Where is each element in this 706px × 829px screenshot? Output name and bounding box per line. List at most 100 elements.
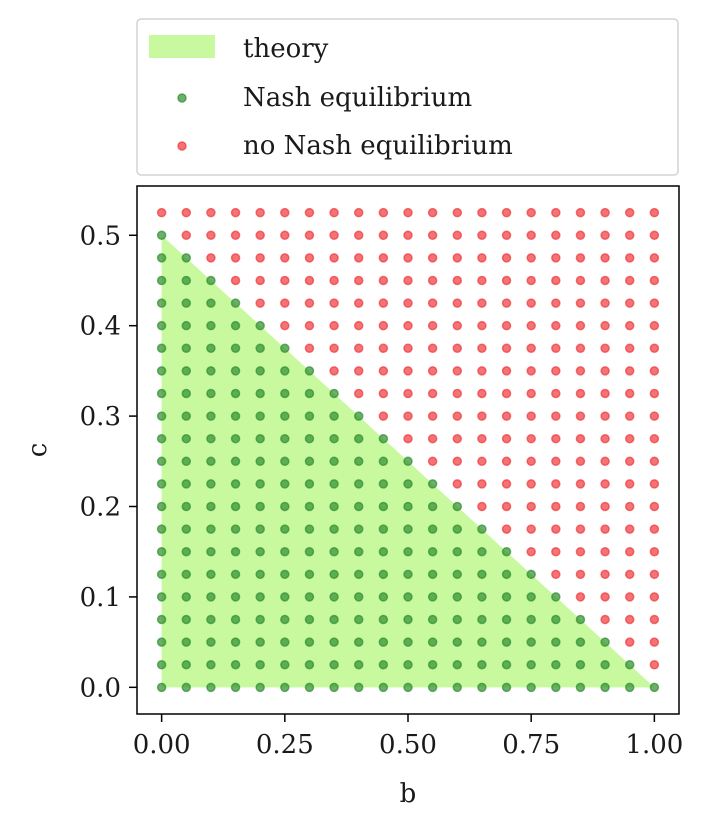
y-axis: 0.0 0.1 0.2 0.3 0.4 0.5 bbox=[80, 221, 137, 703]
point-nash-equilibrium bbox=[575, 659, 586, 670]
point-nash-equilibrium bbox=[329, 479, 339, 489]
point-nash-equilibrium bbox=[477, 682, 487, 693]
point-no-nash-equilibrium bbox=[378, 343, 389, 354]
point-nash-equilibrium bbox=[280, 479, 290, 489]
point-no-nash-equilibrium bbox=[304, 343, 315, 354]
point-nash-equilibrium bbox=[230, 546, 241, 557]
point-nash-equilibrium bbox=[427, 592, 438, 602]
point-no-nash-equilibrium bbox=[600, 546, 610, 557]
point-no-nash-equilibrium bbox=[181, 230, 192, 241]
point-nash-equilibrium bbox=[378, 637, 389, 647]
point-nash-equilibrium bbox=[378, 614, 389, 625]
point-nash-equilibrium bbox=[181, 524, 192, 534]
point-no-nash-equilibrium bbox=[206, 207, 216, 218]
point-nash-equilibrium bbox=[329, 456, 339, 467]
point-nash-equilibrium bbox=[255, 343, 265, 354]
point-nash-equilibrium bbox=[329, 433, 339, 444]
point-no-nash-equilibrium bbox=[551, 546, 561, 557]
point-no-nash-equilibrium bbox=[575, 388, 586, 399]
point-no-nash-equilibrium bbox=[452, 230, 463, 241]
point-nash-equilibrium bbox=[156, 501, 167, 512]
point-no-nash-equilibrium bbox=[452, 298, 463, 308]
point-nash-equilibrium bbox=[206, 569, 216, 580]
point-nash-equilibrium bbox=[181, 320, 192, 331]
point-nash-equilibrium bbox=[181, 275, 192, 286]
point-nash-equilibrium bbox=[230, 388, 241, 399]
point-nash-equilibrium bbox=[230, 501, 241, 512]
point-nash-equilibrium bbox=[181, 366, 192, 376]
point-nash-equilibrium bbox=[477, 546, 487, 557]
point-nash-equilibrium bbox=[181, 433, 192, 444]
point-nash-equilibrium bbox=[255, 388, 265, 399]
legend-frame bbox=[136, 18, 679, 176]
point-nash-equilibrium bbox=[206, 275, 216, 286]
point-nash-equilibrium bbox=[452, 569, 463, 580]
point-nash-equilibrium bbox=[181, 411, 192, 421]
point-nash-equilibrium bbox=[206, 479, 216, 489]
point-no-nash-equilibrium bbox=[477, 253, 487, 263]
y-tick-label: 0.3 bbox=[80, 402, 121, 432]
point-no-nash-equilibrium bbox=[477, 388, 487, 399]
point-no-nash-equilibrium bbox=[329, 343, 339, 354]
point-no-nash-equilibrium bbox=[353, 366, 364, 376]
point-nash-equilibrium bbox=[280, 637, 290, 647]
point-no-nash-equilibrium bbox=[403, 207, 413, 218]
point-nash-equilibrium bbox=[477, 524, 487, 534]
point-no-nash-equilibrium bbox=[378, 253, 389, 263]
point-no-nash-equilibrium bbox=[600, 411, 610, 421]
point-no-nash-equilibrium bbox=[230, 230, 241, 241]
point-nash-equilibrium bbox=[255, 456, 265, 467]
point-nash-equilibrium bbox=[206, 546, 216, 557]
point-no-nash-equilibrium bbox=[649, 207, 660, 218]
point-nash-equilibrium bbox=[501, 569, 512, 580]
point-no-nash-equilibrium bbox=[452, 343, 463, 354]
point-no-nash-equilibrium bbox=[526, 366, 536, 376]
point-no-nash-equilibrium bbox=[353, 275, 364, 286]
point-no-nash-equilibrium bbox=[649, 456, 660, 467]
x-tick-label: 0.00 bbox=[133, 730, 191, 760]
point-no-nash-equilibrium bbox=[526, 388, 536, 399]
point-nash-equilibrium bbox=[378, 546, 389, 557]
point-nash-equilibrium bbox=[501, 682, 512, 693]
point-nash-equilibrium bbox=[304, 433, 315, 444]
x-tick-label: 0.25 bbox=[256, 730, 314, 760]
point-nash-equilibrium bbox=[403, 614, 413, 625]
point-nash-equilibrium bbox=[206, 388, 216, 399]
point-no-nash-equilibrium bbox=[649, 411, 660, 421]
point-nash-equilibrium bbox=[255, 479, 265, 489]
point-nash-equilibrium bbox=[206, 366, 216, 376]
point-nash-equilibrium bbox=[280, 546, 290, 557]
point-nash-equilibrium bbox=[427, 501, 438, 512]
x-axis: 0.00 0.25 0.50 0.75 1.00 bbox=[133, 714, 683, 760]
point-nash-equilibrium bbox=[255, 592, 265, 602]
point-nash-equilibrium bbox=[378, 479, 389, 489]
y-tick-label: 0.0 bbox=[80, 673, 121, 703]
point-no-nash-equilibrium bbox=[304, 207, 315, 218]
point-nash-equilibrium bbox=[181, 569, 192, 580]
point-no-nash-equilibrium bbox=[329, 298, 339, 308]
point-no-nash-equilibrium bbox=[575, 524, 586, 534]
point-nash-equilibrium bbox=[353, 456, 364, 467]
point-no-nash-equilibrium bbox=[403, 411, 413, 421]
point-no-nash-equilibrium bbox=[575, 592, 586, 602]
point-no-nash-equilibrium bbox=[477, 298, 487, 308]
point-nash-equilibrium bbox=[230, 569, 241, 580]
point-nash-equilibrium bbox=[280, 659, 290, 670]
point-no-nash-equilibrium bbox=[575, 207, 586, 218]
point-no-nash-equilibrium bbox=[280, 253, 290, 263]
point-nash-equilibrium bbox=[427, 569, 438, 580]
point-no-nash-equilibrium bbox=[526, 524, 536, 534]
point-no-nash-equilibrium bbox=[353, 388, 364, 399]
point-no-nash-equilibrium bbox=[206, 230, 216, 241]
point-nash-equilibrium bbox=[526, 637, 536, 647]
point-nash-equilibrium bbox=[477, 637, 487, 647]
point-nash-equilibrium bbox=[230, 614, 241, 625]
point-no-nash-equilibrium bbox=[452, 388, 463, 399]
point-nash-equilibrium bbox=[230, 298, 241, 308]
point-nash-equilibrium bbox=[181, 546, 192, 557]
point-no-nash-equilibrium bbox=[304, 253, 315, 263]
point-nash-equilibrium bbox=[230, 479, 241, 489]
point-no-nash-equilibrium bbox=[255, 207, 265, 218]
point-nash-equilibrium bbox=[353, 501, 364, 512]
point-nash-equilibrium bbox=[353, 546, 364, 557]
